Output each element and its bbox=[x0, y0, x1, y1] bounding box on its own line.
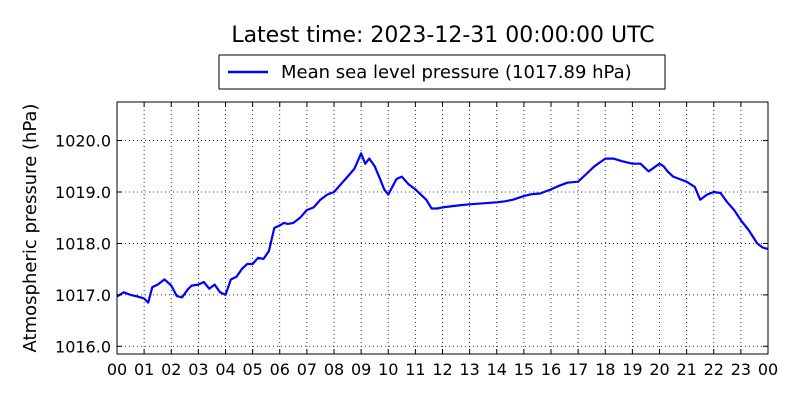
x-tick-label: 21 bbox=[676, 360, 696, 379]
x-tick-label: 14 bbox=[487, 360, 507, 379]
x-tick-label: 16 bbox=[541, 360, 561, 379]
y-tick-label: 1017.0 bbox=[55, 286, 111, 305]
legend: Mean sea level pressure (1017.89 hPa) bbox=[218, 54, 666, 90]
x-tick-label: 04 bbox=[215, 360, 235, 379]
x-tick-label: 02 bbox=[161, 360, 181, 379]
x-tick-label: 13 bbox=[459, 360, 479, 379]
y-axis: 1016.0 1017.0 1018.0 1019.0 1020.0 bbox=[55, 132, 768, 356]
plot-area bbox=[116, 152, 769, 304]
x-tick-label: 01 bbox=[134, 360, 154, 379]
legend-label: Mean sea level pressure (1017.89 hPa) bbox=[281, 62, 632, 83]
y-tick-label: 1016.0 bbox=[55, 337, 111, 356]
y-tick-label: 1019.0 bbox=[55, 183, 111, 202]
chart-title: Latest time: 2023-12-31 00:00:00 UTC bbox=[231, 23, 654, 48]
x-tick-label: 00 bbox=[758, 360, 778, 379]
legend-box bbox=[218, 54, 666, 90]
x-tick-label: 09 bbox=[351, 360, 371, 379]
x-tick-label: 22 bbox=[704, 360, 724, 379]
x-tick-label: 06 bbox=[270, 360, 290, 379]
x-tick-label: 17 bbox=[568, 360, 588, 379]
x-tick-label: 05 bbox=[242, 360, 262, 379]
x-tick-label: 00 bbox=[107, 360, 127, 379]
x-tick-label: 19 bbox=[622, 360, 642, 379]
x-tick-label: 23 bbox=[731, 360, 751, 379]
series-line-mean-sea-level-pressure bbox=[116, 152, 769, 304]
x-tick-label: 20 bbox=[649, 360, 669, 379]
y-tick-label: 1020.0 bbox=[55, 132, 111, 151]
x-tick-label: 18 bbox=[595, 360, 615, 379]
x-tick-label: 10 bbox=[378, 360, 398, 379]
x-tick-label: 12 bbox=[432, 360, 452, 379]
x-tick-label: 08 bbox=[324, 360, 344, 379]
x-tick-label: 07 bbox=[297, 360, 317, 379]
x-tick-label: 03 bbox=[188, 360, 208, 379]
y-axis-label: Atmospheric pressure (hPa) bbox=[20, 104, 41, 353]
x-axis: 00 01 02 03 04 05 06 07 08 09 10 11 12 13 14 15 16 17 18 19… bbox=[107, 102, 778, 379]
x-tick-label: 15 bbox=[514, 360, 534, 379]
x-tick-label: 11 bbox=[405, 360, 425, 379]
y-tick-label: 1018.0 bbox=[55, 234, 111, 253]
